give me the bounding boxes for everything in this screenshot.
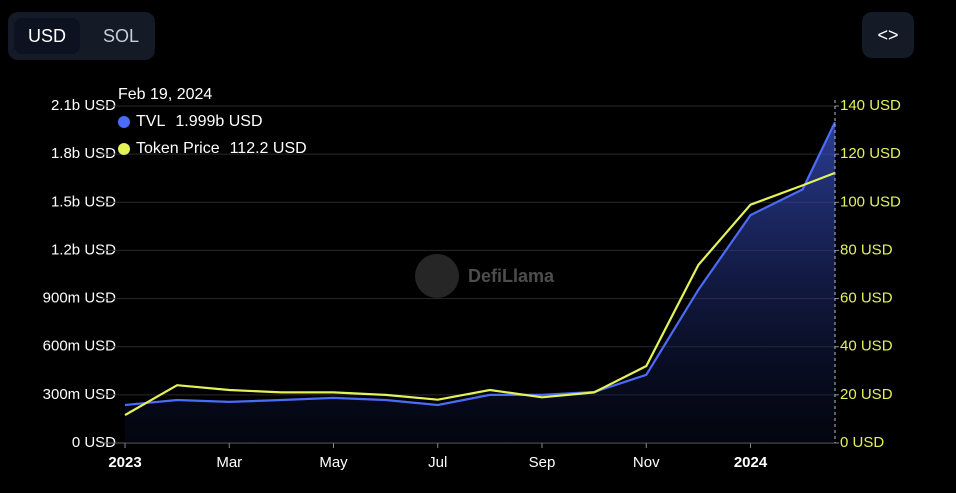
x-tick-label: 2024 [734, 454, 768, 471]
y2-tick-label: 140 USD [840, 97, 901, 114]
tooltip-value: 1.999b USD [175, 113, 262, 130]
x-tick-label: Nov [633, 454, 660, 471]
y-tick-label: 1.2b USD [51, 241, 116, 258]
tooltip-date: Feb 19, 2024 [118, 86, 212, 103]
legend-entry: Token Price [136, 140, 220, 157]
currency-toggle: USD SOL [8, 12, 155, 60]
x-tick-label: May [319, 454, 348, 471]
y2-tick-label: 120 USD [840, 145, 901, 162]
x-tick-label: Jul [428, 454, 447, 471]
y-tick-label: 300m USD [43, 386, 117, 403]
watermark-logo [415, 254, 459, 298]
y-tick-label: 2.1b USD [51, 97, 116, 114]
toggle-sol[interactable]: SOL [102, 26, 140, 46]
y2-tick-label: 0 USD [840, 434, 884, 451]
x-tick-label: 2023 [108, 454, 141, 471]
watermark-text: DefiLlama [468, 266, 555, 286]
y2-tick-label: 20 USD [840, 386, 893, 403]
tooltip-value: 112.2 USD [230, 140, 307, 157]
toggle-usd[interactable]: USD [14, 18, 80, 54]
legend-entry: TVL [136, 113, 165, 130]
legend-dot [118, 116, 130, 128]
y-tick-label: 0 USD [72, 434, 116, 451]
x-tick-label: Mar [216, 454, 242, 471]
y-tick-label: 1.5b USD [51, 193, 116, 210]
y-tick-label: 900m USD [43, 290, 117, 307]
y2-tick-label: 40 USD [840, 338, 893, 355]
watermark: DefiLlama [415, 254, 555, 298]
y-tick-label: 1.8b USD [51, 145, 116, 162]
y2-tick-label: 80 USD [840, 241, 893, 258]
y2-tick-label: 60 USD [840, 290, 893, 307]
series-line [124, 121, 836, 407]
embed-button[interactable]: <> [862, 12, 914, 58]
tvl-area [125, 122, 835, 443]
y2-tick-label: 100 USD [840, 193, 901, 210]
series-line [124, 171, 836, 417]
legend-dot [118, 143, 130, 155]
y-tick-label: 600m USD [43, 338, 117, 355]
x-tick-label: Sep [529, 454, 556, 471]
